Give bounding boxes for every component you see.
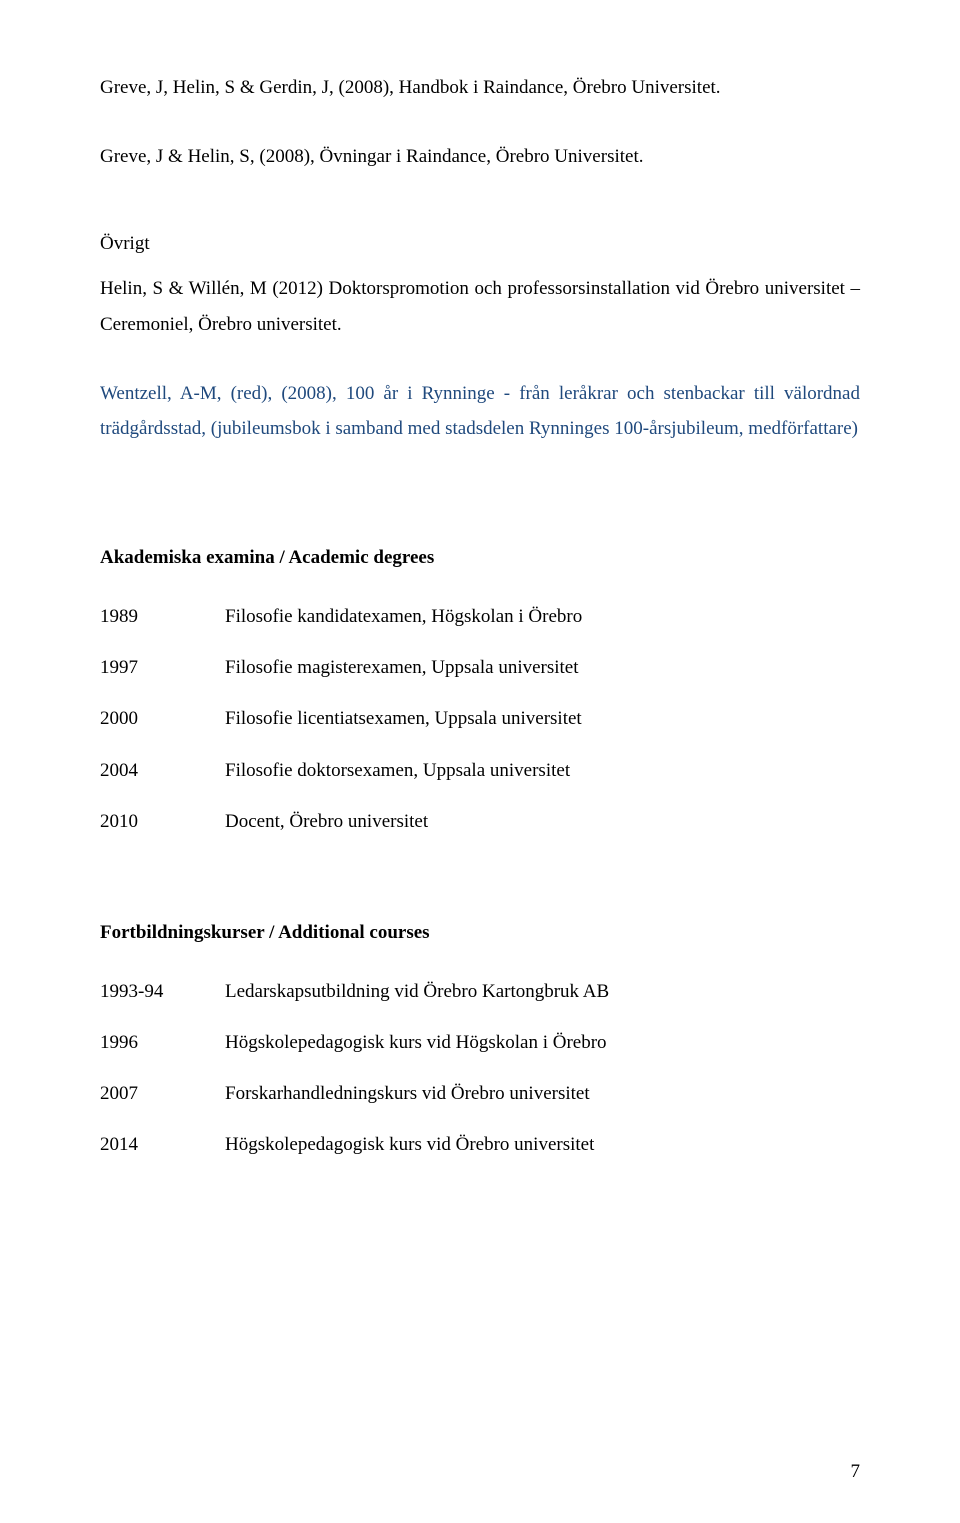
- entry-text: Högskolepedagogisk kurs vid Örebro unive…: [225, 1127, 860, 1162]
- entry-text: Forskarhandledningskurs vid Örebro unive…: [225, 1076, 860, 1111]
- entry-year: 1989: [100, 599, 225, 634]
- degree-entry: 2010 Docent, Örebro universitet: [100, 804, 860, 839]
- degree-entry: 1989 Filosofie kandidatexamen, Högskolan…: [100, 599, 860, 634]
- spacer: [100, 208, 860, 226]
- entry-year: 2004: [100, 753, 225, 788]
- entry-text: Högskolepedagogisk kurs vid Högskolan i …: [225, 1025, 860, 1060]
- entry-year: 2000: [100, 701, 225, 736]
- spacer: [100, 480, 860, 498]
- entry-year: 1997: [100, 650, 225, 685]
- entry-text: Filosofie doktorsexamen, Uppsala univers…: [225, 753, 860, 788]
- reference-paragraph: Greve, J & Helin, S, (2008), Övningar i …: [100, 139, 860, 174]
- entry-year: 1993-94: [100, 974, 225, 1009]
- entry-text: Filosofie licentiatsexamen, Uppsala univ…: [225, 701, 860, 736]
- course-entry: 1993-94 Ledarskapsutbildning vid Örebro …: [100, 974, 860, 1009]
- course-entry: 1996 Högskolepedagogisk kurs vid Högskol…: [100, 1025, 860, 1060]
- course-entry: 2014 Högskolepedagogisk kurs vid Örebro …: [100, 1127, 860, 1162]
- reference-paragraph-highlight: Wentzell, A-M, (red), (2008), 100 år i R…: [100, 376, 860, 446]
- document-page: Greve, J, Helin, S & Gerdin, J, (2008), …: [0, 0, 960, 1523]
- entry-year: 1996: [100, 1025, 225, 1060]
- entry-year: 2007: [100, 1076, 225, 1111]
- degree-entry: 2000 Filosofie licentiatsexamen, Uppsala…: [100, 701, 860, 736]
- page-number: 7: [851, 1454, 861, 1489]
- entry-year: 2010: [100, 804, 225, 839]
- degree-entry: 1997 Filosofie magisterexamen, Uppsala u…: [100, 650, 860, 685]
- entry-text: Docent, Örebro universitet: [225, 804, 860, 839]
- course-entry: 2007 Forskarhandledningskurs vid Örebro …: [100, 1076, 860, 1111]
- reference-paragraph: Helin, S & Willén, M (2012) Doktorspromo…: [100, 271, 860, 341]
- section-heading-courses: Fortbildningskurser / Additional courses: [100, 915, 860, 950]
- reference-paragraph: Greve, J, Helin, S & Gerdin, J, (2008), …: [100, 70, 860, 105]
- section-heading-degrees: Akademiska examina / Academic degrees: [100, 540, 860, 575]
- entry-year: 2014: [100, 1127, 225, 1162]
- entry-text: Filosofie kandidatexamen, Högskolan i Ör…: [225, 599, 860, 634]
- spacer: [100, 855, 860, 873]
- entry-text: Ledarskapsutbildning vid Örebro Kartongb…: [225, 974, 860, 1009]
- degree-entry: 2004 Filosofie doktorsexamen, Uppsala un…: [100, 753, 860, 788]
- entry-text: Filosofie magisterexamen, Uppsala univer…: [225, 650, 860, 685]
- subheading-ovrigt: Övrigt: [100, 226, 860, 261]
